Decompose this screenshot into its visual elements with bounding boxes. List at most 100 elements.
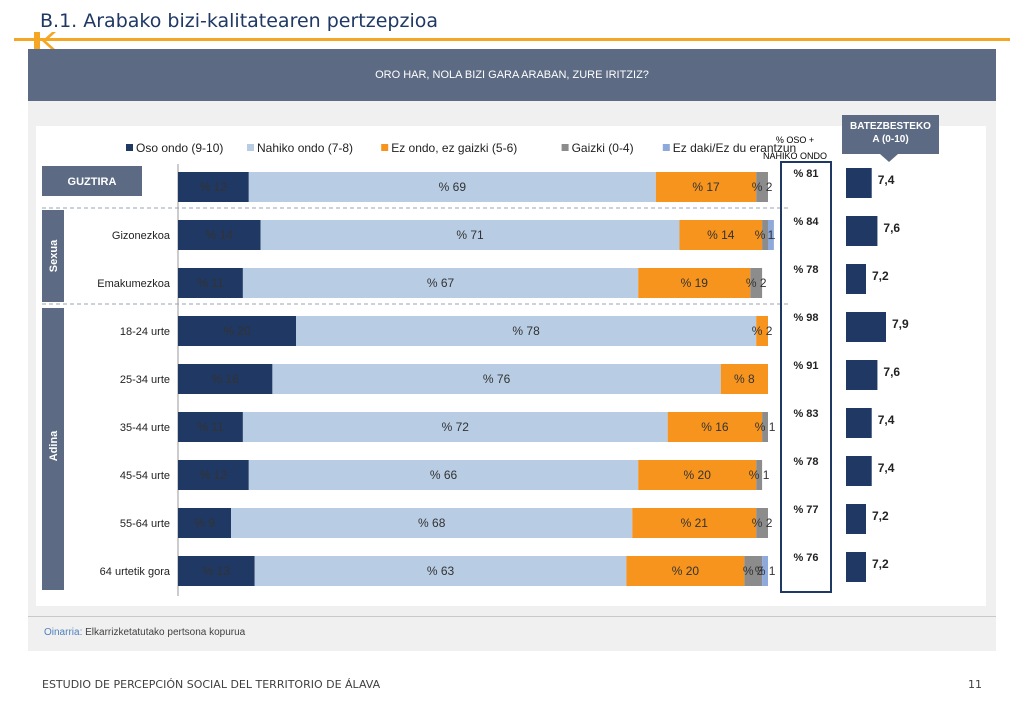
data-label: % 13 <box>203 564 231 578</box>
legend-entry: Nahiko ondo (7-8) <box>257 141 353 155</box>
bar-segment <box>178 460 249 490</box>
logo-icon <box>34 32 56 50</box>
bar-segment <box>756 508 768 538</box>
mean-value: 7,4 <box>878 173 895 187</box>
bar-segment <box>296 316 757 346</box>
bar-segment <box>178 556 255 586</box>
oso-nahiko-value: % 78 <box>793 456 818 468</box>
legend-swatch <box>662 144 670 151</box>
data-label: % 14 <box>707 228 735 242</box>
data-label: % 21 <box>681 516 709 530</box>
legend-entry: Ez daki/Ez du erantzun <box>673 141 796 155</box>
footer-text: ESTUDIO DE PERCEPCIÓN SOCIAL DEL TERRITO… <box>42 678 381 691</box>
data-label: % 14 <box>206 228 234 242</box>
data-label: % 1 <box>755 420 776 434</box>
mean-bar <box>846 312 886 342</box>
data-label: % 20 <box>672 564 700 578</box>
bar-segment <box>178 172 249 202</box>
oso-nahiko-header-line1: % OSO + <box>775 135 815 145</box>
mean-value: 7,6 <box>883 221 900 235</box>
mean-value: 7,9 <box>892 317 909 331</box>
bar-segment <box>272 364 721 394</box>
category-label: 35-44 urte <box>120 422 170 434</box>
legend-entry: Ez ondo, ez gaizki (5-6) <box>391 141 517 155</box>
category-label: 18-24 urte <box>120 326 170 338</box>
category-label: 45-54 urte <box>120 470 170 482</box>
data-label: % 67 <box>427 276 455 290</box>
data-label: % 9 <box>194 516 215 530</box>
mean-header: BATEZBESTEKO A (0-10) <box>842 115 939 154</box>
bar-segment <box>626 556 745 586</box>
mean-bar <box>846 552 866 582</box>
basis-divider <box>28 616 996 617</box>
bar-segment <box>768 220 774 250</box>
bar-segment <box>231 508 633 538</box>
bar-segment <box>178 316 296 346</box>
stacked-bar-chart: GUZTIRA Sexua Adina Oso ondo (9-10) Nahiko o… <box>42 141 909 596</box>
bar-segment <box>178 364 273 394</box>
oso-nahiko-value: % 77 <box>793 504 818 516</box>
data-label: % 20 <box>684 468 712 482</box>
mean-bar <box>846 408 872 438</box>
chart-panel: GUZTIRA Sexua Adina Oso ondo (9-10) Nahiko o… <box>36 126 986 606</box>
data-label: % 78 <box>512 324 540 338</box>
data-label: % 16 <box>212 372 240 386</box>
mean-value: 7,4 <box>878 413 895 427</box>
oso-nahiko-header-line2: NAHIKO ONDO <box>762 151 827 161</box>
group-band-sex <box>42 210 64 302</box>
data-label: % 2 <box>752 324 773 338</box>
bar-segment <box>744 556 763 586</box>
bar-segment <box>178 268 243 298</box>
mean-value: 7,2 <box>872 557 889 571</box>
data-label: % 66 <box>430 468 458 482</box>
mean-header-arrow <box>880 154 898 162</box>
data-label: % 12 <box>200 180 228 194</box>
bar-segment <box>260 220 680 250</box>
data-label: % 71 <box>456 228 484 242</box>
bar-segment <box>632 508 757 538</box>
bar-segment <box>248 172 656 202</box>
bar-segment <box>178 412 243 442</box>
bar-segment <box>762 220 768 250</box>
data-label: % 1 <box>755 564 776 578</box>
mean-header-line2: A (0-10) <box>872 134 909 145</box>
mean-value: 7,6 <box>883 365 900 379</box>
data-label: % 63 <box>427 564 455 578</box>
legend-entry: Oso ondo (9-10) <box>136 141 223 155</box>
page-number: 11 <box>968 678 982 691</box>
legend-swatch <box>247 144 254 151</box>
bar-segment <box>667 412 763 442</box>
basis-note: Oinarria: Elkarrizketatutako pertsona ko… <box>44 627 245 638</box>
mean-bar <box>846 216 878 246</box>
group-label-total: GUZTIRA <box>68 176 117 188</box>
data-label: % 16 <box>701 420 729 434</box>
oso-nahiko-box <box>780 161 832 593</box>
bar-segment <box>248 460 639 490</box>
group-band-total <box>42 166 142 196</box>
bar-segment <box>638 268 751 298</box>
mean-value: 7,2 <box>872 509 889 523</box>
data-label: % 17 <box>692 180 720 194</box>
bar-segment <box>242 268 639 298</box>
data-label: % 1 <box>749 468 770 482</box>
bar-segment <box>762 556 768 586</box>
group-label-sex: Sexua <box>48 239 60 272</box>
bar-segment <box>242 412 668 442</box>
oso-nahiko-value: % 98 <box>793 312 818 324</box>
bar-segment <box>638 460 757 490</box>
mean-bar <box>846 360 878 390</box>
category-label: 64 urtetik gora <box>100 566 171 578</box>
oso-nahiko-value: % 78 <box>793 264 818 276</box>
mean-bar <box>846 168 872 198</box>
group-label-age: Adina <box>48 430 60 461</box>
legend-entry: Gaizki (0-4) <box>572 141 634 155</box>
data-label: % 11 <box>197 276 224 290</box>
bar-segment <box>756 316 768 346</box>
bar-segment <box>720 364 768 394</box>
data-label: % 11 <box>197 420 224 434</box>
group-band-age <box>42 308 64 590</box>
mean-bar <box>846 264 866 294</box>
basis-label: Oinarria: <box>44 627 83 638</box>
title-underline <box>14 38 1010 41</box>
question-banner: ORO HAR, NOLA BIZI GARA ARABAN, ZURE IRI… <box>28 49 996 101</box>
